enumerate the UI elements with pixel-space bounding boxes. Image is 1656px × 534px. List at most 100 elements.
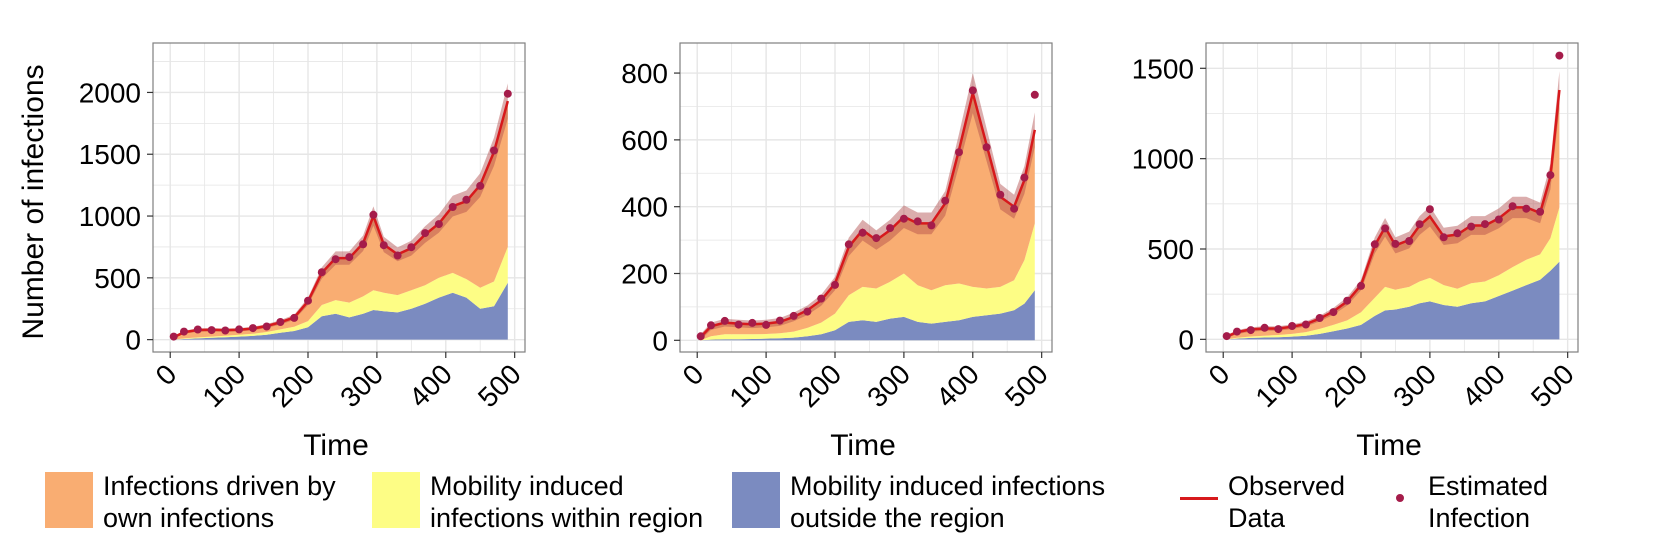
- estimated-point: [1246, 326, 1255, 335]
- estimated-point: [955, 148, 963, 157]
- estimated-point: [221, 326, 230, 335]
- estimated-point: [1222, 332, 1231, 341]
- estimated-point: [1546, 171, 1555, 180]
- legend-label-outside-1: Mobility induced infections: [790, 471, 1106, 501]
- y-tick-label: 0: [652, 325, 668, 356]
- estimated-point: [831, 280, 839, 289]
- estimated-point: [290, 313, 299, 322]
- y-tick-label: 2000: [79, 77, 141, 108]
- estimated-point: [207, 326, 216, 335]
- legend-label-observed-1: Observed: [1228, 471, 1346, 501]
- legend-label-own-2: own infections: [103, 503, 275, 533]
- estimated-point: [844, 240, 853, 249]
- x-tick-label: 400: [1456, 358, 1511, 413]
- x-axis-title: Time: [1356, 429, 1422, 460]
- estimated-point: [1381, 224, 1390, 233]
- y-tick-label: 0: [125, 325, 141, 356]
- area-own-infections: [173, 101, 508, 340]
- estimated-point: [1508, 202, 1517, 211]
- estimated-point: [1010, 204, 1019, 213]
- estimated-point: [490, 146, 498, 155]
- x-tick-label: 200: [1318, 358, 1373, 413]
- plot-frame: [679, 42, 1053, 353]
- plot-frame: [1205, 42, 1579, 353]
- area-outside-region: [173, 282, 508, 340]
- plot-frame: [152, 42, 526, 353]
- panel-3: 0 500 1000 1500 0 100 200 300 400 500 Time: [1132, 42, 1580, 460]
- legend-swatch-within: [372, 472, 420, 528]
- legend-label-observed-2: Data: [1228, 503, 1286, 533]
- legend: Infections driven by own infections Mobi…: [0, 460, 1656, 533]
- estimated-point: [1020, 173, 1029, 182]
- area-within-region: [173, 246, 508, 340]
- x-tick-label: 200: [265, 358, 320, 413]
- estimated-point: [180, 327, 188, 336]
- legend-label-within-1: Mobility induced: [430, 471, 624, 501]
- estimated-point: [1481, 220, 1489, 229]
- y-tick-label: 1500: [1132, 53, 1194, 84]
- y-tick-label: 1500: [79, 139, 141, 170]
- estimated-point: [1425, 205, 1434, 214]
- estimated-point: [1522, 204, 1531, 213]
- y-tick-label: 200: [621, 258, 668, 289]
- estimated-point: [1260, 323, 1269, 332]
- y-tick-label: 800: [621, 58, 668, 89]
- estimated-point: [1467, 222, 1476, 231]
- estimated-point: [941, 196, 950, 205]
- plot-area: [169, 83, 512, 341]
- legend-label-estimated-1: Estimated: [1428, 471, 1549, 501]
- estimated-point: [503, 89, 512, 98]
- estimated-point: [707, 321, 715, 330]
- legend-swatch-outside: [732, 472, 780, 528]
- estimated-point: [448, 203, 457, 211]
- estimated-point: [1370, 240, 1379, 249]
- estimated-point: [913, 217, 922, 226]
- estimated-point: [996, 190, 1005, 199]
- area-outside-region: [1226, 261, 1560, 340]
- plot-area: [1222, 51, 1564, 341]
- estimated-point: [193, 325, 202, 334]
- x-tick-label: 0: [677, 358, 710, 391]
- estimated-point: [407, 243, 416, 252]
- panel-2: 0 200 400 600 800 0 100 200 300 400 500 Time: [621, 42, 1054, 460]
- estimated-point: [982, 143, 991, 152]
- estimated-point: [169, 332, 178, 341]
- estimated-point: [262, 322, 271, 331]
- estimated-point: [1439, 233, 1448, 242]
- estimated-point: [872, 234, 881, 243]
- estimated-point: [317, 268, 326, 277]
- estimated-point: [462, 195, 471, 204]
- estimated-point: [369, 210, 378, 219]
- legend-label-own-1: Infections driven by: [103, 471, 336, 501]
- estimated-point: [720, 316, 729, 325]
- y-tick-label: 600: [621, 125, 668, 156]
- estimated-point: [379, 241, 388, 250]
- estimated-point: [886, 224, 895, 233]
- estimated-point: [748, 318, 757, 327]
- estimated-point: [1415, 220, 1424, 229]
- estimated-point: [1315, 314, 1324, 322]
- legend-label-within-2: infections within region: [430, 503, 704, 533]
- legend-label-outside-2: outside the region: [790, 503, 1005, 533]
- estimated-point: [734, 320, 743, 329]
- x-tick-label: 0: [1203, 358, 1236, 391]
- estimated-point: [1274, 325, 1283, 334]
- legend-label-estimated-2: Infection: [1428, 503, 1531, 533]
- area-within-region: [700, 223, 1035, 341]
- estimated-point: [789, 311, 798, 320]
- area-outside-region: [700, 290, 1035, 341]
- estimated-point: [393, 251, 402, 260]
- y-tick-label: 500: [1147, 234, 1194, 265]
- estimated-point: [775, 316, 784, 325]
- legend-dot-estimated: [1396, 494, 1404, 502]
- x-tick-label: 300: [334, 358, 389, 413]
- y-tick-label: 0: [1178, 324, 1194, 355]
- legend-swatch-own: [45, 472, 93, 528]
- estimated-point: [1453, 229, 1462, 238]
- estimated-point: [696, 332, 705, 341]
- estimated-point: [331, 255, 340, 264]
- x-tick-label: 100: [1249, 358, 1304, 413]
- estimated-point: [1288, 322, 1297, 330]
- estimated-point: [1030, 90, 1039, 99]
- estimated-point: [817, 294, 826, 303]
